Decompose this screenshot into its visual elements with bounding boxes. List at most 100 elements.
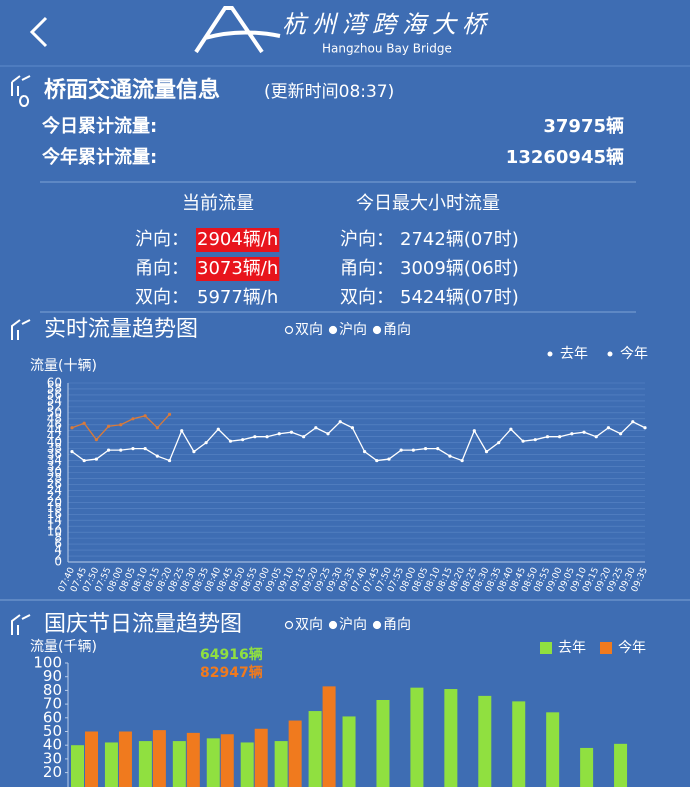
filter-option[interactable]: 甬向 — [383, 322, 411, 338]
y-tick-label: 30 — [47, 465, 62, 479]
y-tick-label: 10 — [47, 525, 62, 539]
legend-marker — [600, 642, 612, 654]
legend-label: 去年 — [558, 640, 586, 656]
point — [484, 450, 489, 454]
point — [533, 438, 537, 442]
y-tick-label: 14 — [47, 513, 62, 527]
point — [509, 427, 513, 431]
point — [314, 426, 318, 430]
point — [423, 447, 428, 451]
current-title: 当前流量 — [182, 193, 254, 214]
point — [448, 454, 452, 458]
section-title: 桥面交通流量信息 — [44, 77, 220, 103]
bar — [138, 741, 152, 787]
point — [460, 458, 464, 463]
y-tick-label: 50 — [43, 722, 62, 740]
back-button[interactable] — [29, 16, 48, 48]
point — [399, 448, 403, 452]
legend-label: 今年 — [620, 346, 648, 362]
bar — [186, 732, 200, 787]
legend-marker — [540, 642, 552, 654]
direction-label: 甬向： — [340, 258, 394, 279]
filter-option[interactable]: 双向 — [295, 322, 323, 338]
filter-option[interactable]: 甬向 — [383, 617, 411, 633]
year-label: 今年累计流量: — [42, 146, 157, 168]
point — [326, 432, 330, 436]
direction-label: 双向： — [135, 287, 189, 308]
point — [106, 448, 111, 452]
point — [619, 432, 623, 436]
y-tick-label: 40 — [43, 736, 62, 754]
bar — [172, 741, 186, 787]
section-icon — [11, 75, 31, 107]
filter-option[interactable]: 沪向 — [339, 322, 367, 338]
y-tick-label: 46 — [47, 417, 62, 431]
bar — [478, 695, 492, 787]
filter-radio — [328, 325, 338, 335]
legend-marker — [607, 351, 613, 357]
bar — [444, 689, 458, 787]
point — [411, 448, 415, 452]
y-tick-label: 8 — [54, 531, 62, 545]
chart-title: 国庆节日流量趋势图 — [44, 612, 242, 637]
point — [106, 424, 111, 428]
point — [289, 430, 294, 434]
section-icon — [11, 614, 31, 635]
bar — [206, 738, 220, 787]
point — [497, 441, 501, 445]
point — [82, 458, 86, 463]
max-value: 2742辆(07时) — [400, 229, 519, 250]
point — [119, 423, 123, 427]
filter-radio — [372, 325, 382, 335]
alert-background — [196, 257, 280, 281]
filter-option[interactable]: 双向 — [295, 617, 323, 633]
annotation: 82947辆 — [200, 664, 263, 681]
max-value: 5424辆(07时) — [400, 287, 519, 308]
point — [643, 426, 647, 430]
bar — [546, 712, 560, 787]
point — [387, 457, 391, 461]
alert-background — [196, 228, 280, 252]
point — [350, 426, 355, 430]
series-line — [71, 420, 646, 462]
point — [70, 450, 74, 454]
point — [82, 421, 86, 425]
chart-title: 实时流量趋势图 — [44, 317, 198, 342]
y-tick-label: 50 — [47, 405, 62, 419]
y-tick-label: 42 — [47, 429, 62, 443]
bar — [288, 720, 302, 787]
bar — [274, 741, 288, 787]
y-tick-label: 60 — [43, 708, 62, 726]
point — [180, 429, 184, 433]
point — [167, 458, 172, 463]
point — [253, 435, 257, 439]
point — [375, 458, 379, 463]
bar — [308, 711, 322, 787]
legend-label: 去年 — [560, 346, 588, 362]
section-icon — [11, 319, 31, 340]
bar — [254, 728, 268, 787]
filter-option[interactable]: 沪向 — [339, 617, 367, 633]
y-tick-label: 16 — [47, 507, 62, 521]
y-tick-label: 24 — [47, 483, 62, 497]
current-value: 5977辆/h — [197, 287, 278, 308]
y-tick-label: 4 — [54, 543, 62, 557]
y-tick-label: 34 — [47, 453, 62, 467]
today-value: 37975辆 — [543, 115, 624, 137]
point — [70, 426, 74, 430]
bar — [152, 730, 166, 787]
bar — [410, 687, 424, 787]
y-tick-label: 60 — [47, 376, 62, 390]
y-tick-label: 30 — [43, 749, 62, 767]
logo — [194, 6, 281, 54]
point — [192, 450, 196, 454]
bar — [322, 686, 336, 787]
header-title: 杭州湾跨海大桥 — [282, 11, 492, 39]
bar — [71, 745, 84, 787]
y-tick-label: 20 — [43, 763, 62, 781]
point — [436, 447, 440, 451]
bar — [512, 701, 526, 787]
point — [362, 450, 367, 454]
